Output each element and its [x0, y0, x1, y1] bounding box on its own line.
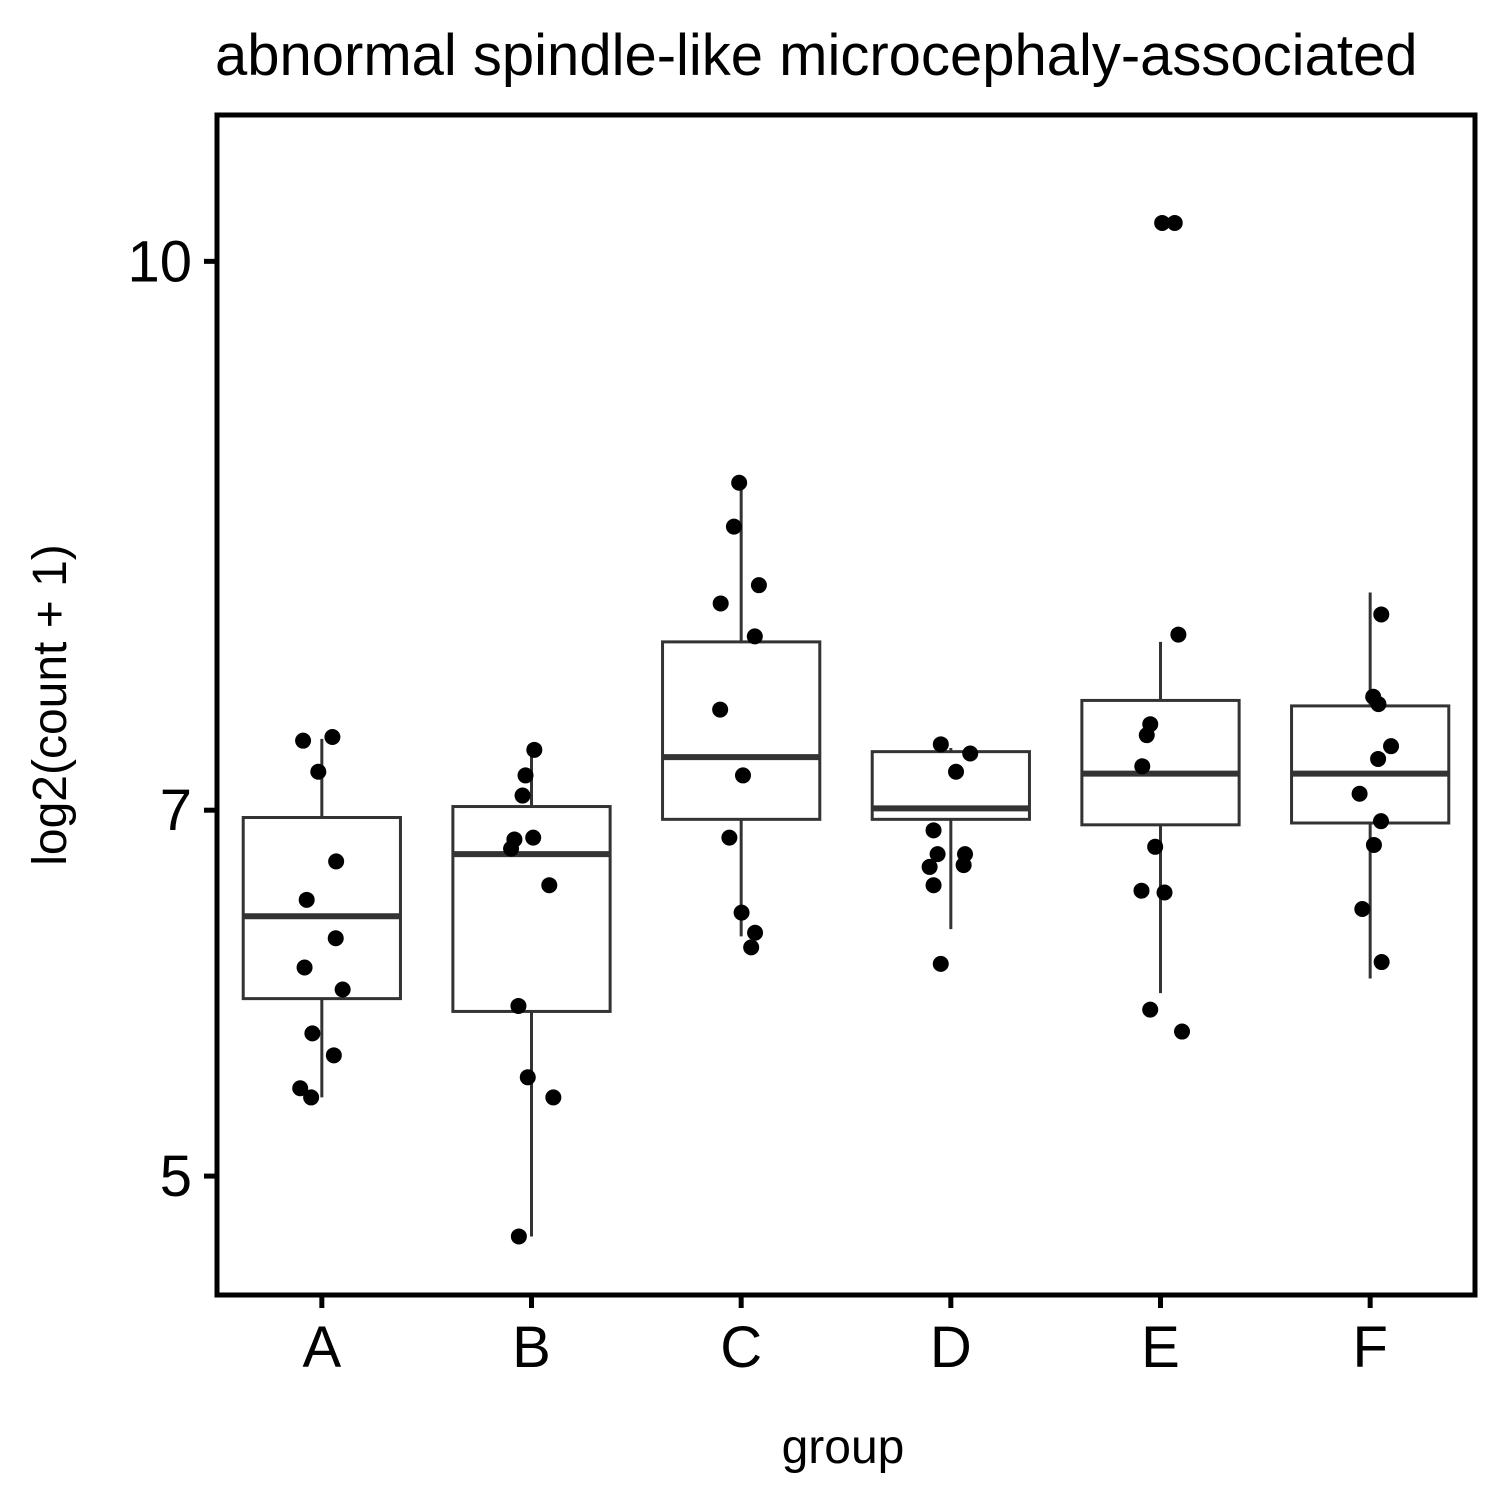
data-point	[503, 840, 520, 857]
x-tick-label: A	[302, 1315, 341, 1380]
y-axis: 5 7 10	[127, 229, 217, 1209]
y-tick-label: 10	[127, 229, 192, 294]
data-point	[1383, 738, 1400, 755]
data-point	[1156, 884, 1173, 901]
data-point	[545, 1089, 562, 1106]
data-point	[948, 763, 965, 780]
points-group-a	[292, 729, 351, 1106]
data-point	[1170, 626, 1187, 643]
data-point	[725, 518, 742, 535]
box-group-f	[1290, 592, 1451, 979]
data-point	[295, 732, 312, 749]
data-point	[525, 829, 542, 846]
data-point	[962, 745, 979, 762]
box-iqr	[661, 640, 822, 821]
data-point	[510, 1228, 527, 1245]
data-point	[296, 959, 313, 976]
box-group-b	[451, 749, 612, 1237]
data-point	[750, 577, 767, 594]
data-point	[1351, 785, 1368, 802]
data-point	[1138, 727, 1155, 744]
data-point	[1154, 214, 1171, 231]
data-point	[514, 787, 531, 804]
data-point	[526, 741, 543, 758]
data-point	[1373, 954, 1390, 971]
points-group-e	[1133, 214, 1191, 1040]
data-point	[955, 857, 972, 874]
x-tick-label: F	[1352, 1315, 1387, 1380]
data-point	[541, 877, 558, 894]
data-point	[324, 729, 341, 746]
plot-panel-border	[214, 112, 1478, 1298]
data-point	[734, 767, 751, 784]
data-point	[712, 595, 729, 612]
box-group-d	[870, 747, 1031, 930]
data-point	[1365, 836, 1382, 853]
data-point	[925, 822, 942, 839]
data-point	[1370, 696, 1387, 713]
data-point	[712, 701, 729, 718]
data-point	[1354, 900, 1371, 917]
data-point	[310, 763, 327, 780]
data-point	[1133, 882, 1150, 899]
points-group-b	[503, 741, 562, 1245]
data-point	[1373, 606, 1390, 623]
data-point	[743, 939, 760, 956]
data-point	[929, 846, 946, 863]
data-point	[304, 1025, 321, 1042]
points-group-c	[712, 474, 767, 956]
data-point	[925, 877, 942, 894]
data-point	[517, 767, 534, 784]
data-point	[298, 891, 315, 908]
data-point	[327, 930, 344, 947]
x-tick-label: C	[720, 1315, 762, 1380]
points-group-f	[1351, 606, 1400, 971]
x-tick-label: E	[1141, 1315, 1180, 1380]
chart-title: abnormal spindle-like microcephaly-assoc…	[215, 23, 1417, 88]
data-point	[746, 628, 763, 645]
plot-content	[241, 214, 1451, 1245]
data-point	[1142, 1001, 1159, 1018]
data-point	[328, 853, 345, 870]
box-group-c	[661, 482, 822, 937]
y-tick-label: 7	[160, 778, 192, 843]
data-point	[1134, 758, 1151, 775]
data-point	[1147, 838, 1164, 855]
data-point	[519, 1069, 536, 1086]
x-axis: A B C D E F	[302, 1295, 1388, 1380]
data-point	[932, 955, 949, 972]
data-point	[325, 1047, 342, 1064]
data-point	[334, 981, 351, 998]
data-point	[733, 904, 750, 921]
data-point	[1370, 750, 1387, 767]
box-iqr	[1290, 704, 1451, 825]
data-point	[747, 924, 764, 941]
box-group-e	[1080, 641, 1241, 994]
data-point	[1166, 214, 1183, 231]
box-group-a	[241, 738, 402, 1098]
data-point	[1372, 813, 1389, 830]
y-axis-title: log2(count + 1)	[24, 544, 77, 866]
x-tick-label: B	[512, 1315, 551, 1380]
data-point	[1174, 1023, 1191, 1040]
x-axis-title: group	[782, 1421, 905, 1474]
data-point	[932, 736, 949, 753]
data-point	[921, 858, 938, 875]
data-point	[510, 997, 527, 1014]
data-point	[721, 829, 738, 846]
data-point	[292, 1080, 309, 1097]
box-iqr	[1080, 698, 1241, 827]
data-point	[303, 1089, 320, 1106]
points-group-d	[921, 736, 979, 972]
y-tick-label: 5	[160, 1144, 192, 1209]
data-point	[731, 474, 748, 491]
x-tick-label: D	[930, 1315, 972, 1380]
box-iqr	[241, 816, 402, 1001]
